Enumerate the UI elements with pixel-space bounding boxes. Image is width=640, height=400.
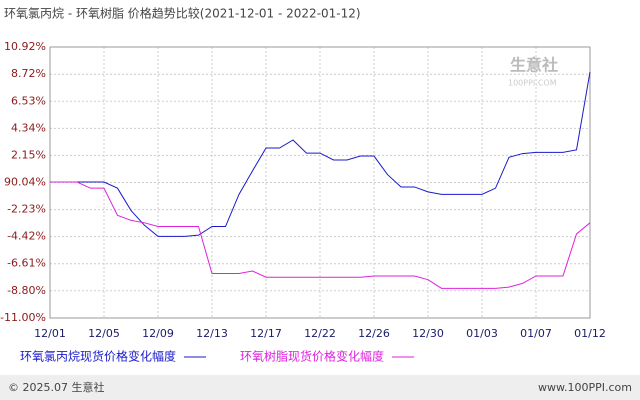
legend-label: 环氧树脂现货价格变化幅度 <box>240 349 384 364</box>
y-tick-label: 4.34% <box>11 121 46 134</box>
x-tick-label: 12/05 <box>88 327 120 340</box>
x-tick-label: 12/30 <box>412 327 444 340</box>
y-tick-label: 10.92% <box>4 40 46 53</box>
legend-label: 环氧氯丙烷现货价格变化幅度 <box>20 349 176 364</box>
x-tick-label: 12/17 <box>250 327 282 340</box>
x-tick-label: 12/22 <box>304 327 336 340</box>
y-tick-label: -8.80% <box>7 284 46 297</box>
y-tick-label: 8.72% <box>11 67 46 80</box>
y-tick-label: -6.61% <box>7 257 46 270</box>
x-tick-label: 12/09 <box>142 327 174 340</box>
y-tick-label: -11.00% <box>0 311 46 324</box>
y-tick-label: 90.04% <box>4 176 46 189</box>
y-tick-label: 6.53% <box>11 94 46 107</box>
x-tick-label: 01/07 <box>520 327 552 340</box>
y-tick-label: 2.15% <box>11 148 46 161</box>
footer-bar <box>0 375 640 400</box>
footer-left: © 2025.07 生意社 <box>8 380 104 394</box>
footer-right: www.100PPI.com <box>538 381 632 394</box>
watermark: 生意社 <box>510 56 558 75</box>
y-tick-label: -2.23% <box>7 203 46 216</box>
x-tick-label: 12/13 <box>196 327 228 340</box>
x-tick-label: 12/26 <box>358 327 390 340</box>
series-line <box>50 71 591 237</box>
y-tick-label: -4.42% <box>7 230 46 243</box>
x-tick-label: 01/12 <box>574 327 606 340</box>
x-tick-label: 12/01 <box>34 327 66 340</box>
x-tick-label: 01/03 <box>466 327 498 340</box>
watermark-sub: 100PPI.COM <box>508 79 557 88</box>
chart-title: 环氧氯丙烷 - 环氧树脂 价格趋势比较(2021-12-01 - 2022-01… <box>4 6 361 21</box>
series-line <box>50 181 591 289</box>
